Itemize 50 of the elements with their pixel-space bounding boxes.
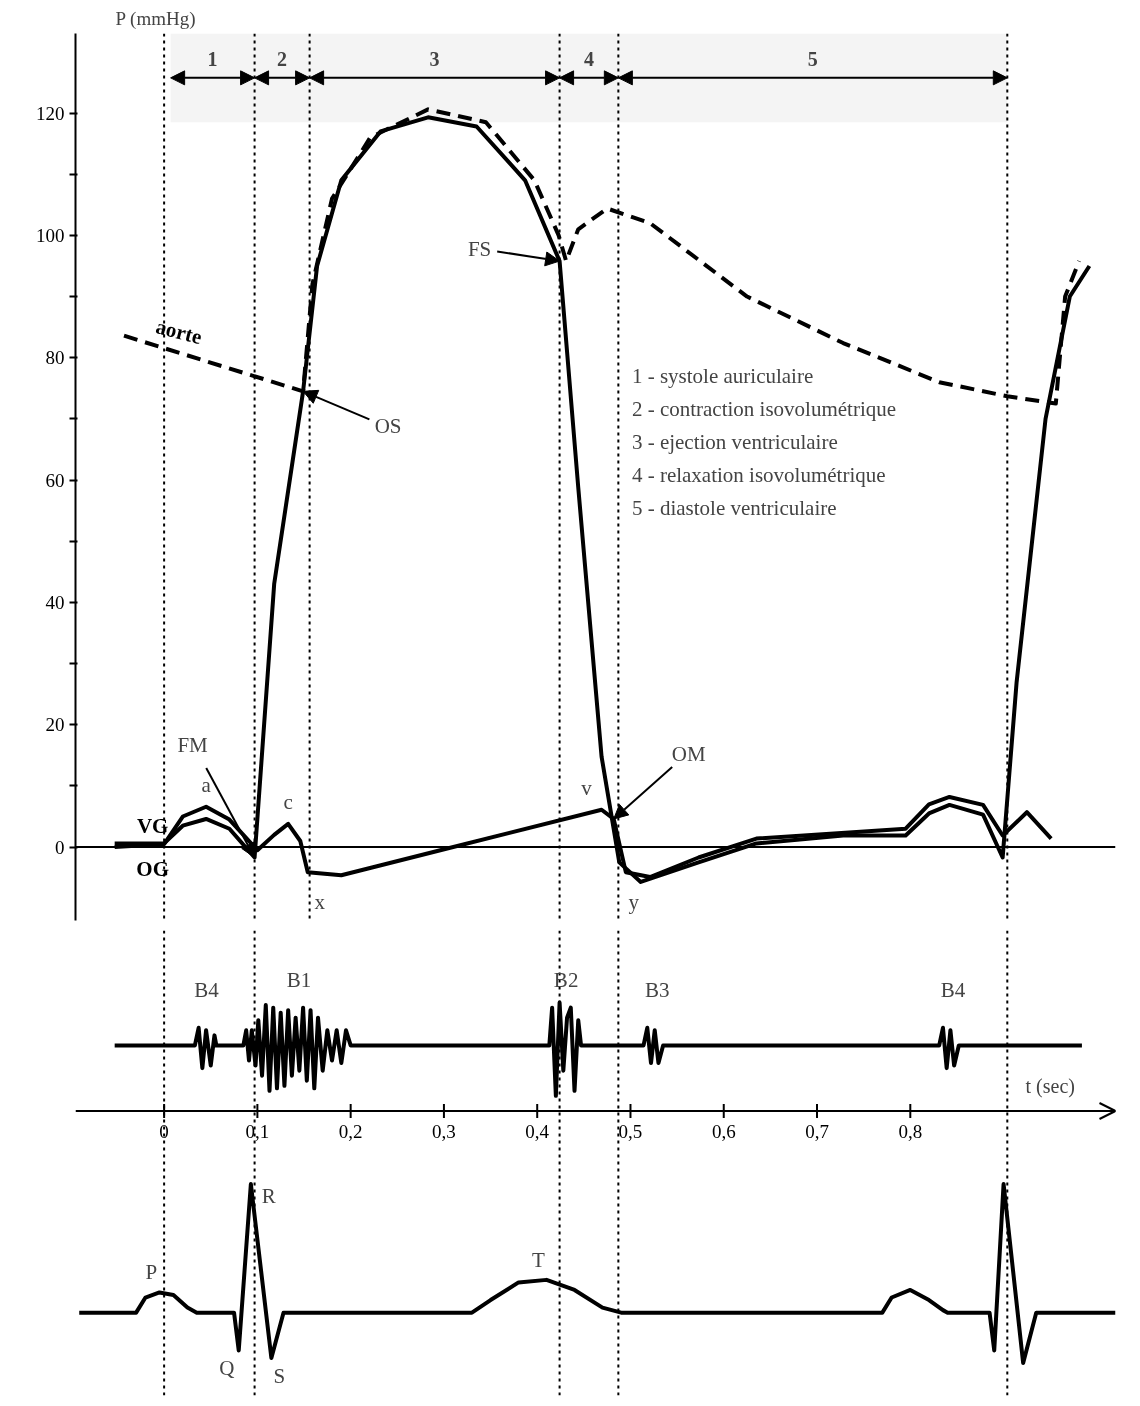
annotation: 2 - contraction isovolumétrique bbox=[631, 397, 897, 422]
annotation: R bbox=[261, 1184, 276, 1209]
y-tick-label: 20 bbox=[45, 714, 65, 736]
x-tick-label: 0,7 bbox=[805, 1120, 829, 1142]
annotation: OM bbox=[671, 741, 706, 766]
annotation: P bbox=[145, 1260, 158, 1285]
band-label: 4 bbox=[583, 47, 594, 70]
annotation: B4 bbox=[194, 977, 220, 1002]
annotation: B2 bbox=[553, 967, 579, 992]
x-tick-label: 0,8 bbox=[898, 1120, 923, 1142]
x-tick-label: 0 bbox=[159, 1120, 169, 1142]
text: aorte bbox=[153, 314, 205, 350]
y-tick-label: 80 bbox=[45, 347, 65, 369]
y-axis-title: P (mmHg) bbox=[115, 7, 196, 30]
annotation: Q bbox=[219, 1356, 235, 1381]
annotation: B3 bbox=[645, 977, 670, 1002]
y-tick-label: 40 bbox=[45, 591, 65, 613]
annotation: 5 - diastole ventriculaire bbox=[631, 495, 837, 520]
annotation: B1 bbox=[286, 967, 312, 992]
band-label: 2 bbox=[277, 47, 288, 70]
x-tick-label: 0,4 bbox=[525, 1120, 550, 1142]
x-tick-label: 0,6 bbox=[711, 1120, 736, 1142]
annotation: 4 - relaxation isovolumétrique bbox=[631, 462, 886, 487]
x-tick-label: 0,1 bbox=[245, 1120, 270, 1142]
y-tick-label: 0 bbox=[55, 836, 65, 858]
annotation: OS bbox=[374, 414, 402, 439]
annotation: FM bbox=[177, 733, 209, 758]
x-tick-label: 0,5 bbox=[618, 1120, 643, 1142]
band-label: 3 bbox=[429, 47, 440, 70]
y-tick-label: 120 bbox=[36, 102, 65, 124]
annotation: v bbox=[581, 775, 593, 800]
annotation: a bbox=[201, 772, 212, 797]
annotation: y bbox=[628, 890, 640, 915]
y-tick-label: 100 bbox=[36, 224, 65, 246]
series-label: OG bbox=[136, 857, 170, 882]
x-tick-label: 0,2 bbox=[338, 1120, 363, 1142]
x-tick-label: 0,3 bbox=[432, 1120, 456, 1142]
annotation: x bbox=[314, 890, 326, 915]
annotation: c bbox=[283, 789, 293, 814]
annotation: 1 - systole auriculaire bbox=[631, 364, 814, 389]
band-label: 5 bbox=[807, 47, 818, 70]
annotation: T bbox=[532, 1247, 546, 1272]
annotation: 3 - ejection ventriculaire bbox=[631, 429, 838, 454]
annotation: FS bbox=[467, 237, 492, 262]
annotation: S bbox=[273, 1364, 286, 1389]
annotation: B4 bbox=[940, 977, 966, 1002]
band-label: 1 bbox=[207, 47, 218, 70]
series-label: VG bbox=[136, 814, 169, 839]
x-axis-title: t (sec) bbox=[1025, 1074, 1075, 1098]
y-tick-label: 60 bbox=[45, 469, 65, 491]
